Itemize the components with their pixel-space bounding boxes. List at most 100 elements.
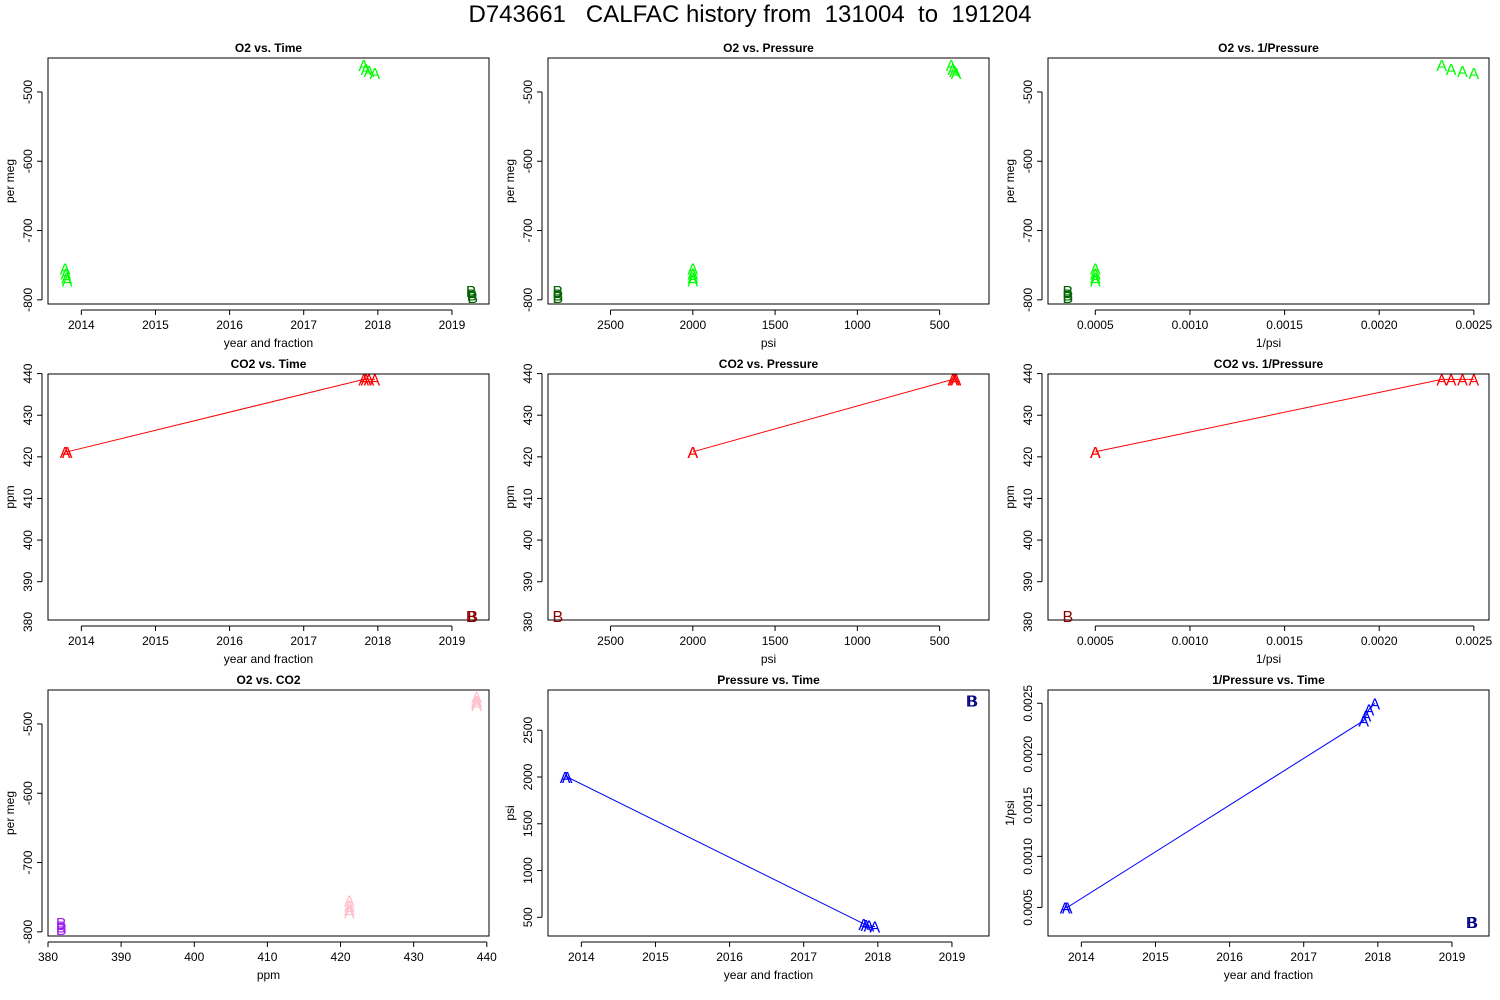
x-tick-label: 2000 bbox=[679, 318, 706, 332]
x-tick-label: 2017 bbox=[290, 318, 317, 332]
x-tick-label: 0.0005 bbox=[1077, 634, 1114, 648]
y-tick-label: 410 bbox=[1021, 488, 1035, 508]
chart-inv-pressure-vs-time: 1/Pressure vs. Time 2014 2015 2016 2017 2018 2… bbox=[1003, 673, 1490, 982]
y-tick-label: -500 bbox=[21, 712, 35, 736]
x-tick-label: 2014 bbox=[68, 318, 95, 332]
data-point: A bbox=[344, 903, 355, 920]
data-point: A bbox=[687, 273, 698, 290]
x-tick-label: 1000 bbox=[844, 634, 871, 648]
data-point: A bbox=[687, 445, 698, 462]
y-tick-label: 0.0005 bbox=[1021, 889, 1035, 926]
x-tick-label: 2018 bbox=[364, 634, 391, 648]
data-point: A bbox=[361, 372, 372, 389]
data-point: A bbox=[1090, 271, 1101, 288]
data-point: A bbox=[471, 698, 482, 715]
chart-o2-vs-time: O2 vs. Time 2014 2015 2016 2017 2018 2019 year … bbox=[3, 41, 490, 350]
x-tick-label: 500 bbox=[930, 318, 950, 332]
y-axis-label: per meg bbox=[3, 791, 17, 835]
data-point: A bbox=[1090, 445, 1101, 462]
series-B: BBB bbox=[56, 916, 67, 939]
plot-frame bbox=[47, 689, 490, 937]
chart-title: O2 vs. 1/Pressure bbox=[1218, 41, 1319, 55]
x-tick-label: 2019 bbox=[439, 634, 466, 648]
data-point: A bbox=[370, 66, 381, 83]
data-point: A bbox=[861, 918, 872, 935]
plot-frame bbox=[547, 373, 990, 621]
data-point: A bbox=[1361, 709, 1372, 726]
x-tick-label: 1500 bbox=[762, 318, 789, 332]
x-axis-label: year and fraction bbox=[724, 968, 813, 982]
chart-co2-vs-time: CO2 vs. Time 2014 2015 2016 2017 2018 2019 year… bbox=[3, 357, 490, 666]
y-axis-label: ppm bbox=[3, 485, 17, 508]
data-point: A bbox=[60, 267, 71, 284]
x-tick-label: 400 bbox=[184, 950, 204, 964]
y-tick-label: -700 bbox=[21, 850, 35, 874]
data-point: A bbox=[1457, 64, 1468, 81]
data-point: B bbox=[56, 922, 67, 939]
page-title: D743661 CALFAC history from 131004 to 19… bbox=[468, 1, 1032, 28]
x-tick-label: 2017 bbox=[290, 634, 317, 648]
data-point: A bbox=[687, 271, 698, 288]
data-point: B bbox=[466, 609, 477, 626]
data-point: A bbox=[344, 899, 355, 916]
data-point: A bbox=[1436, 372, 1447, 389]
data-point: A bbox=[364, 372, 375, 389]
y-tick-label: 430 bbox=[1021, 405, 1035, 425]
chart-title: CO2 vs. Pressure bbox=[719, 357, 819, 371]
data-point: A bbox=[1090, 445, 1101, 462]
x-tick-label: 2018 bbox=[1364, 950, 1391, 964]
series-line bbox=[65, 378, 375, 453]
data-point: A bbox=[858, 917, 869, 934]
y-axis-label: 1/psi bbox=[1003, 800, 1017, 825]
x-tick-label: 0.0020 bbox=[1361, 634, 1398, 648]
series-B: BBB bbox=[466, 284, 478, 307]
data-point: B bbox=[1466, 915, 1477, 932]
y-tick-label: 390 bbox=[21, 571, 35, 591]
data-point: B bbox=[553, 290, 564, 307]
x-tick-label: 420 bbox=[331, 950, 351, 964]
x-tick-label: 500 bbox=[930, 634, 950, 648]
series-B: BB bbox=[966, 693, 978, 710]
x-axis-label: year and fraction bbox=[224, 652, 313, 666]
y-tick-label: 0.0025 bbox=[1021, 685, 1035, 722]
data-point: A bbox=[687, 445, 698, 462]
y-tick-label: -600 bbox=[21, 149, 35, 173]
data-point: A bbox=[1370, 696, 1381, 713]
data-point: B bbox=[553, 287, 564, 304]
x-tick-label: 2018 bbox=[364, 318, 391, 332]
series-B: BBB bbox=[553, 284, 564, 307]
plot-frame bbox=[47, 373, 490, 621]
y-tick-label: 440 bbox=[1021, 363, 1035, 383]
data-point: B bbox=[553, 284, 564, 301]
data-point: A bbox=[62, 445, 73, 462]
y-axis-label: per meg bbox=[503, 159, 517, 203]
data-point: A bbox=[364, 64, 375, 81]
y-tick-label: 420 bbox=[1021, 447, 1035, 467]
data-point: B bbox=[553, 609, 564, 626]
data-point: A bbox=[1436, 58, 1447, 75]
chart-title: CO2 vs. Time bbox=[231, 357, 307, 371]
x-tick-label: 0.0010 bbox=[1172, 634, 1209, 648]
x-tick-label: 2018 bbox=[864, 950, 891, 964]
y-tick-label: -600 bbox=[521, 149, 535, 173]
x-tick-label: 0.0015 bbox=[1266, 634, 1303, 648]
data-point: A bbox=[687, 262, 698, 279]
data-point: B bbox=[467, 290, 478, 307]
data-point: B bbox=[966, 693, 977, 710]
x-tick-label: 0.0005 bbox=[1077, 318, 1114, 332]
series-line bbox=[565, 776, 875, 928]
series-line bbox=[1065, 702, 1376, 908]
data-point: B bbox=[1063, 287, 1074, 304]
x-tick-label: 2019 bbox=[939, 950, 966, 964]
chart-pressure-vs-time: Pressure vs. Time 2014 2015 2016 2017 2018 201… bbox=[503, 673, 990, 982]
y-tick-label: -800 bbox=[1021, 288, 1035, 312]
series-B: B bbox=[553, 609, 564, 626]
x-tick-label: 2014 bbox=[68, 634, 95, 648]
data-point: A bbox=[687, 267, 698, 284]
